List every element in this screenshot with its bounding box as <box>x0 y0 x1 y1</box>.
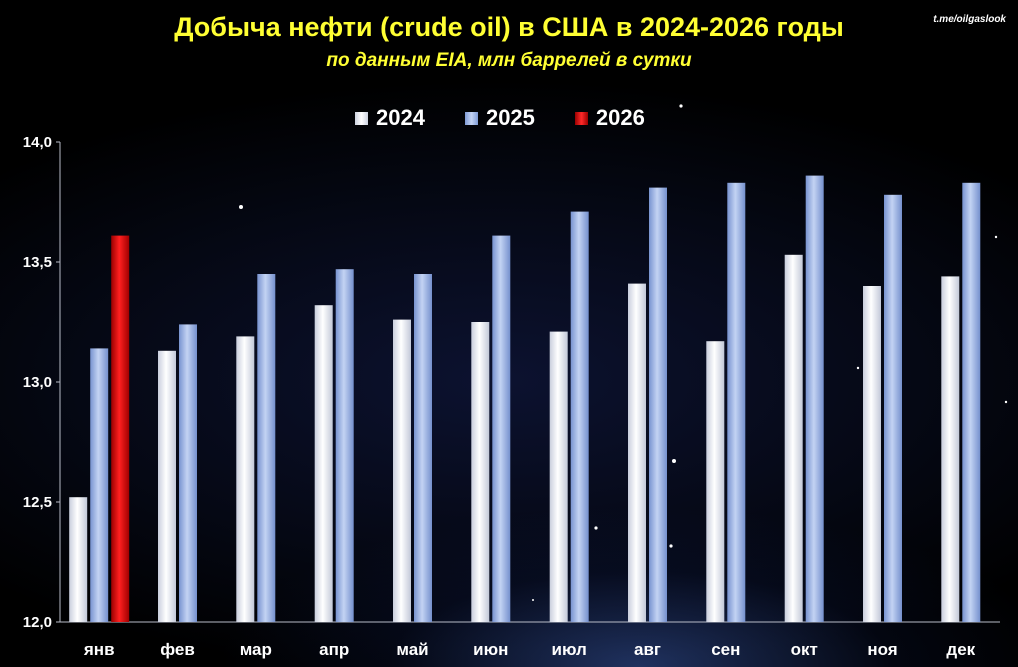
bar-2024-май <box>393 319 411 622</box>
legend-label-2026: 2026 <box>595 105 645 130</box>
bar-2025-май <box>414 274 432 622</box>
bar-2024-июн <box>471 322 490 622</box>
watermark: t.me/oilgaslook <box>933 14 1006 25</box>
star-background <box>239 104 1008 601</box>
legend-swatch-2026 <box>574 111 588 125</box>
bar-2025-окт <box>805 175 824 622</box>
x-tick-label: окт <box>791 640 818 659</box>
chart-subtitle: по данным EIA, млн баррелей в сутки <box>326 50 692 71</box>
legend-swatch-2025 <box>464 111 478 125</box>
bar-2024-апр <box>314 305 333 622</box>
x-tick-label: мар <box>240 640 272 659</box>
bar-2025-мар <box>257 274 276 622</box>
x-tick-label: апр <box>319 640 349 659</box>
x-tick-label: дек <box>946 640 975 659</box>
bar-2025-фев <box>179 324 197 622</box>
x-tick-label: сен <box>711 640 740 659</box>
x-tick-label: авг <box>634 640 661 659</box>
bar-2024-янв <box>69 497 88 622</box>
bar-2025-сен <box>727 182 746 623</box>
legend-label-2024: 2024 <box>376 105 425 130</box>
bar-2025-ноя <box>884 194 902 623</box>
y-tick-label: 13,0 <box>23 374 52 391</box>
bar-2026-янв <box>111 235 130 622</box>
bar-2024-сен <box>706 341 725 622</box>
y-tick-label: 12,5 <box>23 494 52 511</box>
legend-item-2024: 2024 <box>355 105 425 131</box>
bar-2025-июн <box>492 235 511 622</box>
y-tick-label: 14,0 <box>23 134 52 151</box>
bar-2025-дек <box>962 182 981 623</box>
bar-2024-июл <box>549 331 568 622</box>
bar-2024-мар <box>236 336 255 622</box>
bar-2025-авг <box>649 187 667 622</box>
legend-swatch-2024 <box>355 111 368 125</box>
bar-2024-ноя <box>863 286 881 622</box>
y-tick-label: 13,5 <box>23 254 52 271</box>
x-tick-label: фев <box>160 640 195 659</box>
legend-item-2025: 2025 <box>464 105 535 131</box>
bar-2024-окт <box>784 254 803 623</box>
x-tick-label: июл <box>552 640 587 659</box>
bar-2024-фев <box>158 350 176 622</box>
bar-2024-дек <box>941 276 960 622</box>
bar-2025-янв <box>90 348 109 622</box>
legend-item-2026: 2026 <box>574 105 645 131</box>
x-tick-label: янв <box>83 640 115 659</box>
legend-label-2025: 2025 <box>485 105 535 130</box>
legend: 2024 2025 2026 <box>355 104 685 132</box>
x-tick-label: ноя <box>867 640 897 659</box>
bar-2025-июл <box>570 211 589 622</box>
x-tick-label: июн <box>473 640 508 659</box>
bar-2024-авг <box>628 283 646 622</box>
y-tick-label: 12,0 <box>23 614 52 631</box>
bar-2025-апр <box>335 269 354 622</box>
x-tick-label: май <box>396 640 428 659</box>
chart-title: Добыча нефти (crude oil) в США в 2024-20… <box>174 12 844 42</box>
